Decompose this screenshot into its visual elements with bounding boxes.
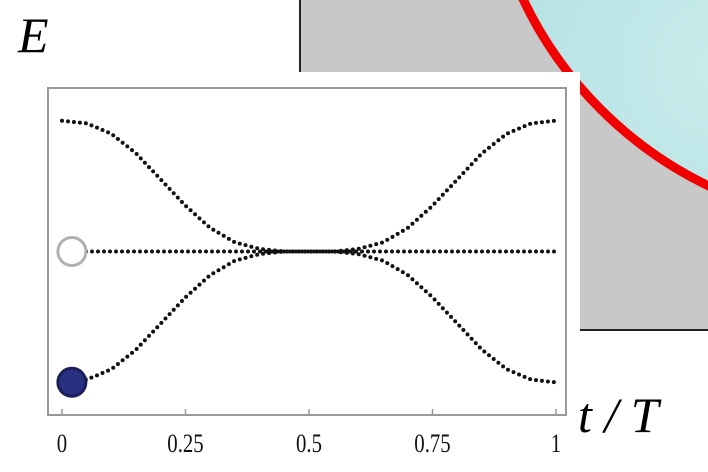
slide: E t / T 0 0.25 0.5 0.75 1: [0, 0, 708, 472]
y-axis-label: E: [17, 7, 49, 63]
x-tick-label: 0.75: [414, 430, 450, 459]
state-marker: [58, 368, 86, 396]
x-tick-label: 1: [551, 430, 561, 459]
x-tick-label: 0: [57, 430, 67, 459]
x-axis-label: t / T: [578, 387, 662, 443]
x-tick-label: 0.25: [167, 430, 203, 459]
state-marker: [58, 238, 86, 266]
x-tick-label: 0.5: [296, 430, 322, 459]
